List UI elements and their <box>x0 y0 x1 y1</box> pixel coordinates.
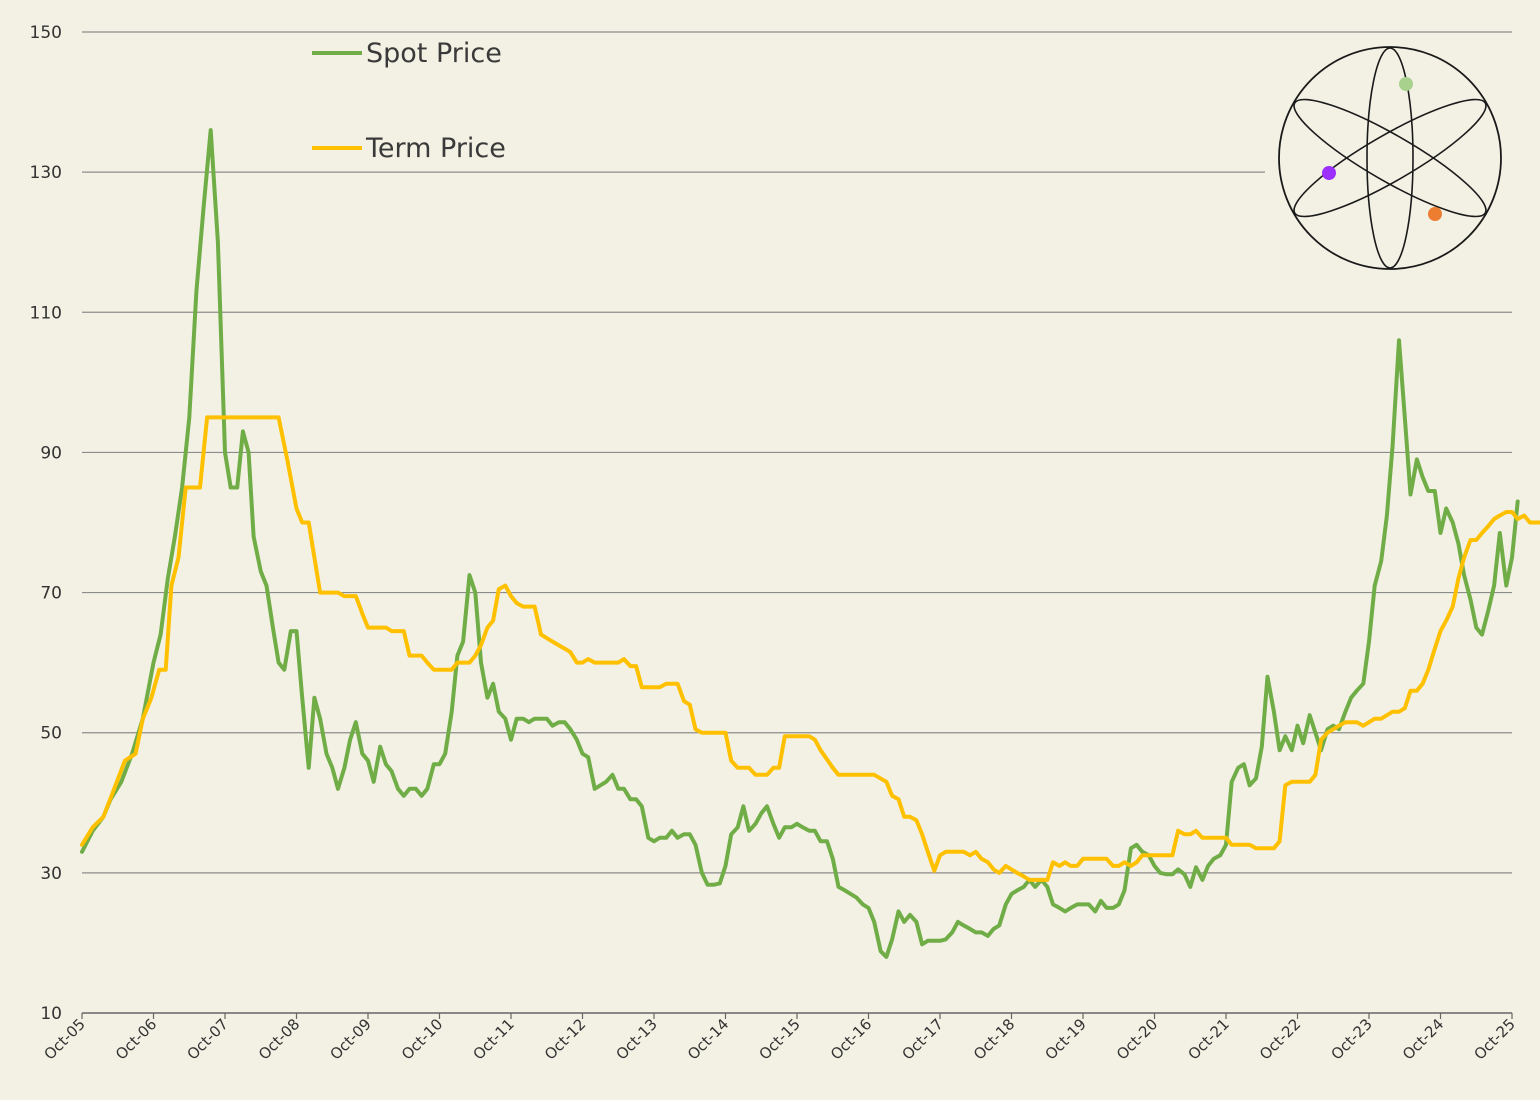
y-tick-label: 90 <box>40 443 62 463</box>
legend-label-spot: Spot Price <box>366 38 502 69</box>
logo-orbit-right <box>1293 98 1487 218</box>
x-tick-label: Oct-09 <box>326 1015 374 1063</box>
x-tick-label: Oct-25 <box>1470 1015 1518 1063</box>
logo-outer-circle <box>1278 46 1502 270</box>
x-tick-label: Oct-12 <box>541 1015 589 1063</box>
x-tick-label: Oct-17 <box>898 1015 946 1063</box>
logo-orbit-vertical <box>1366 47 1414 269</box>
y-tick-label: 30 <box>40 864 62 884</box>
logo-dot-purple <box>1322 166 1336 180</box>
y-tick-label: 130 <box>30 163 62 183</box>
series-line-term-price <box>80 415 1540 882</box>
x-tick-label: Oct-11 <box>469 1015 517 1063</box>
y-tick-label: 70 <box>40 584 62 604</box>
y-tick-label: 150 <box>30 23 62 43</box>
x-tick-label: Oct-18 <box>970 1015 1018 1063</box>
x-axis: Oct-05 Oct-06 Oct-07 Oct-08 Oct-09 Oct-10 Oct-… <box>40 1012 1519 1063</box>
x-tick-label: Oct-14 <box>684 1015 732 1063</box>
logo-dot-green <box>1399 77 1413 91</box>
legend-label-term: Term Price <box>365 133 506 164</box>
x-tick-label: Oct-22 <box>1256 1015 1304 1063</box>
x-tick-label: Oct-16 <box>827 1015 875 1063</box>
x-tick-label: Oct-20 <box>1113 1015 1161 1063</box>
y-tick-label: 10 <box>40 1004 62 1024</box>
logo-orbit-left <box>1293 98 1487 218</box>
series-layer <box>80 128 1540 959</box>
series-line-spot-price <box>80 128 1520 959</box>
x-tick-label: Oct-13 <box>612 1015 660 1063</box>
y-tick-label: 50 <box>40 724 62 744</box>
legend-item-spot: Spot Price <box>312 38 502 69</box>
x-tick-label: Oct-10 <box>398 1015 446 1063</box>
logo-dot-orange <box>1428 207 1442 221</box>
x-tick-label: Oct-06 <box>112 1015 160 1063</box>
x-tick-label: Oct-15 <box>755 1015 803 1063</box>
grid-lines <box>82 31 1512 874</box>
y-tick-label: 110 <box>30 303 62 323</box>
x-tick-label: Oct-19 <box>1041 1015 1089 1063</box>
x-tick-label: Oct-24 <box>1399 1015 1447 1063</box>
atom-icon <box>1278 46 1502 270</box>
x-tick-label: Oct-21 <box>1184 1015 1232 1063</box>
x-tick-label: Oct-08 <box>255 1015 303 1063</box>
legend-item-term: Term Price <box>312 133 506 164</box>
x-tick-label: Oct-07 <box>183 1015 231 1063</box>
x-tick-label: Oct-23 <box>1327 1015 1375 1063</box>
legend: Spot Price Term Price <box>312 38 506 164</box>
y-axis-ticks: 10 30 50 70 90 110 130 150 <box>30 23 62 1024</box>
